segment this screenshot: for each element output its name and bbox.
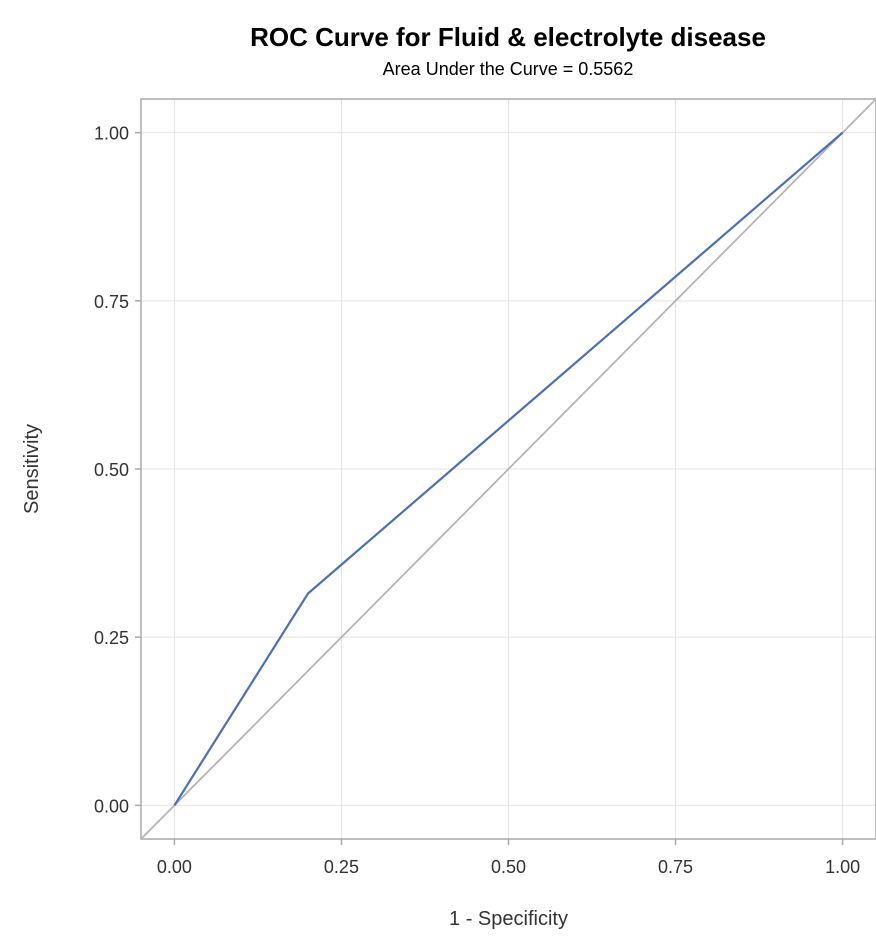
chart-title: ROC Curve for Fluid & electrolyte diseas… xyxy=(250,22,766,52)
x-tick-label: 0.00 xyxy=(157,857,192,877)
x-tick-labels: 0.00 0.25 0.50 0.75 1.00 xyxy=(157,839,860,877)
y-tick-label: 0.75 xyxy=(94,292,129,312)
reference-diagonal-line xyxy=(140,98,876,840)
grid-lines xyxy=(141,99,876,839)
y-tick-label: 0.00 xyxy=(94,796,129,816)
x-tick-label: 0.50 xyxy=(491,857,526,877)
x-axis-label: 1 - Specificity xyxy=(449,908,568,930)
x-tick-label: 0.75 xyxy=(658,857,693,877)
chart-subtitle: Area Under the Curve = 0.5562 xyxy=(382,59,634,79)
y-axis-label: Sensitivity xyxy=(21,424,43,514)
y-tick-label: 0.25 xyxy=(94,628,129,648)
y-tick-label: 1.00 xyxy=(94,124,129,144)
roc-curve-line xyxy=(173,131,844,806)
x-tick-label: 0.25 xyxy=(324,857,359,877)
x-tick-label: 1.00 xyxy=(825,857,860,877)
y-tick-labels: 0.00 0.25 0.50 0.75 1.00 xyxy=(94,124,141,816)
y-tick-label: 0.50 xyxy=(94,460,129,480)
series-layer xyxy=(140,98,876,840)
